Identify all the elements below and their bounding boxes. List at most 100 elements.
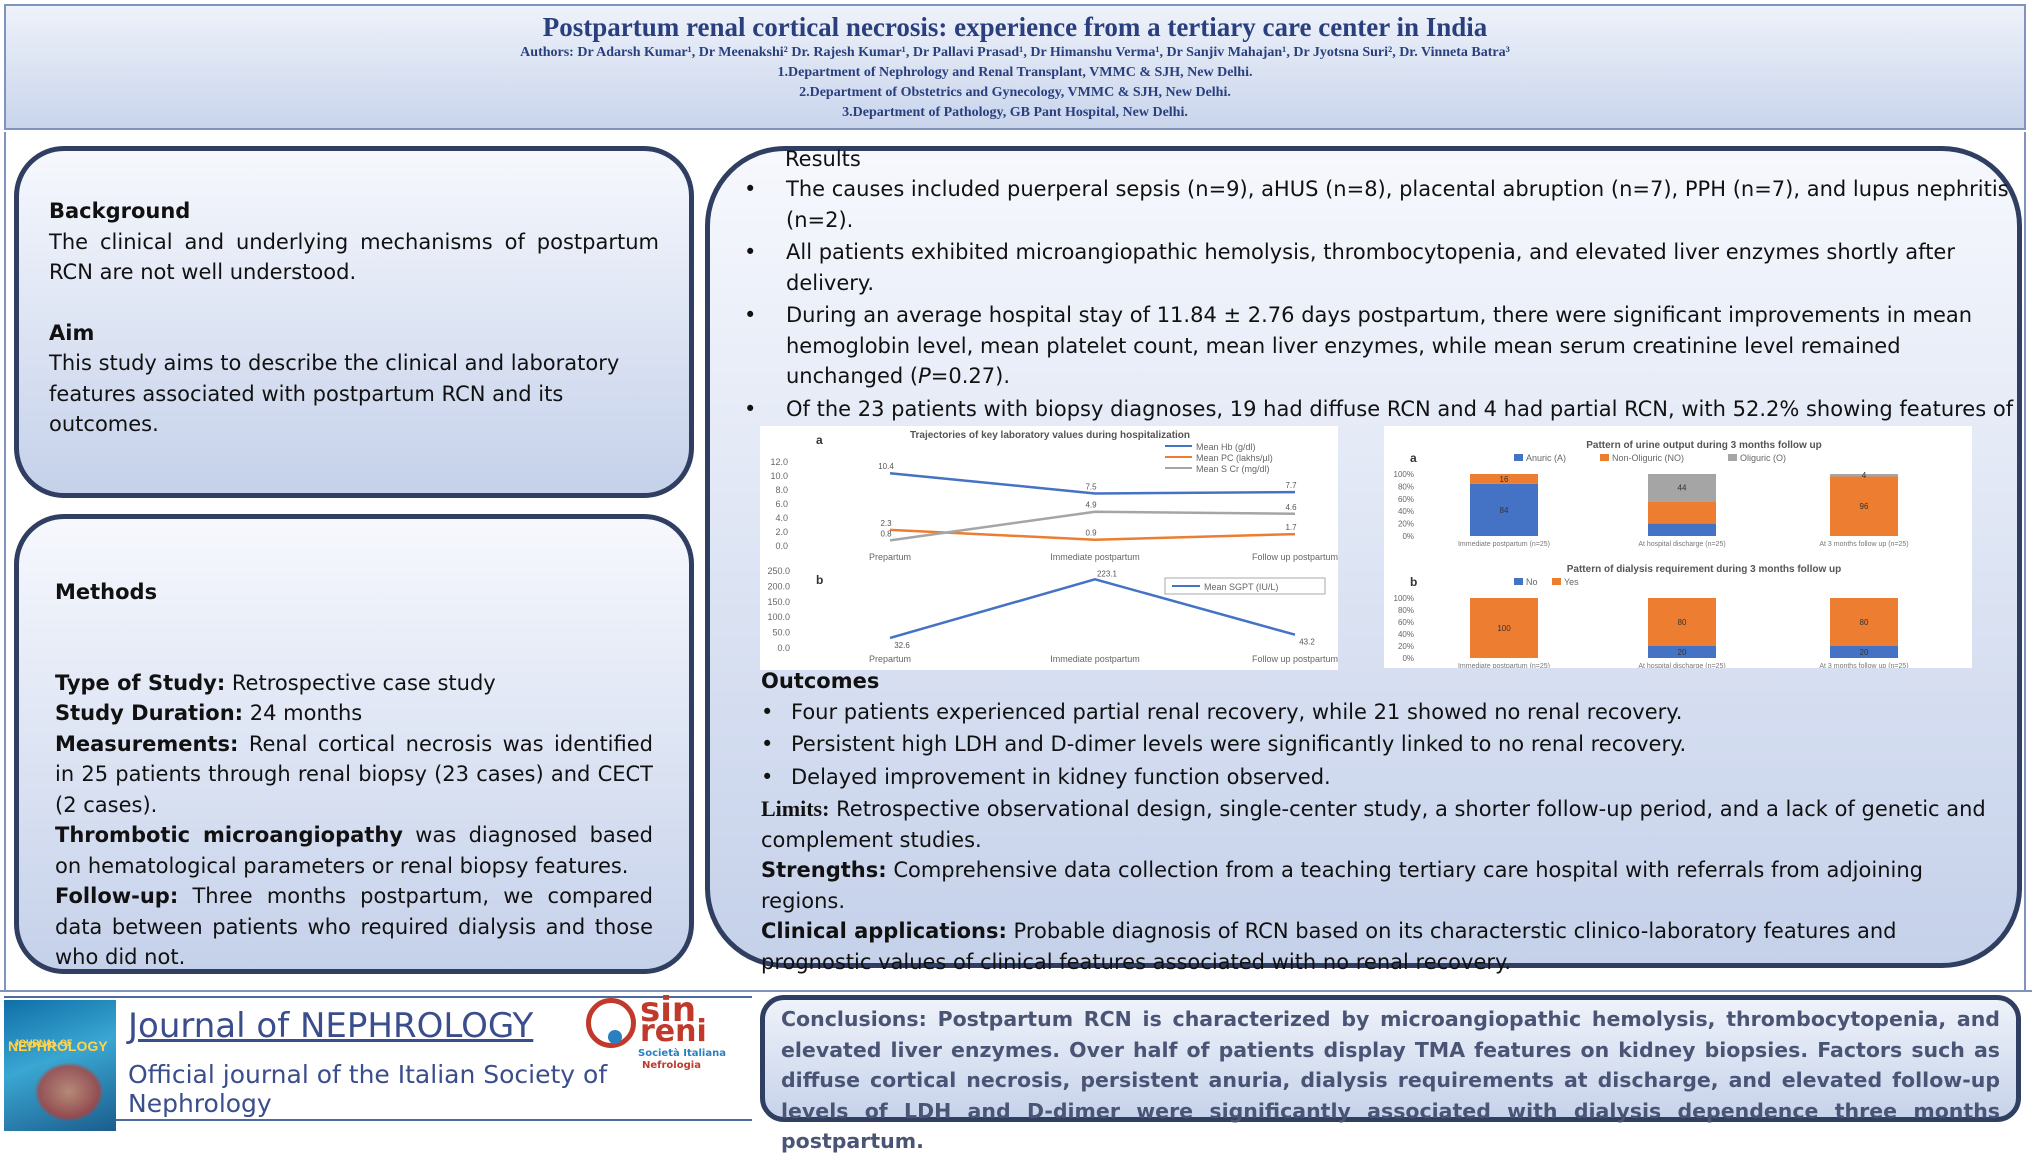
y-tick-label: 6.0	[775, 499, 788, 509]
series-line	[889, 577, 1296, 640]
method-type: Type of Study: Retrospective case study	[55, 670, 496, 695]
x-tick-label: Prepartum	[869, 552, 911, 562]
bar-segment	[1830, 598, 1898, 646]
series-line	[889, 471, 1296, 495]
y-tick-label: 0.0	[777, 643, 790, 653]
legend-label: Non-Oliguric (NO)	[1612, 453, 1684, 463]
data-label: 44	[1678, 484, 1687, 493]
bar-segment	[1470, 483, 1538, 536]
data-label: 223.1	[1097, 569, 1118, 578]
bar-segment	[1830, 646, 1898, 658]
outcome-bullet: Persistent high LDH and D-dimer levels w…	[761, 729, 2011, 760]
data-label: 4.6	[1285, 503, 1297, 512]
bar-segment	[1648, 598, 1716, 646]
method-duration: Study Duration: 24 months	[55, 701, 363, 725]
panel-label: a	[1410, 451, 1417, 465]
divider	[0, 990, 2032, 992]
limits-text: Limits: Retrospective observational desi…	[761, 796, 1986, 852]
x-tick-label: Immediate postpartum (n=25)	[1458, 541, 1550, 548]
journal-subtitle: Official journal of the Italian Society …	[128, 1060, 608, 1118]
y-tick-label: 12.0	[770, 457, 788, 467]
chart-title: Pattern of dialysis requirement during 3…	[1567, 564, 1841, 575]
method-tma: Thrombotic microangiopathy was diagnosed…	[55, 823, 653, 878]
journal-name[interactable]: Journal of NEPHROLOGY	[128, 1006, 534, 1046]
series-line	[889, 528, 1296, 541]
background-section: Background The clinical and underlying m…	[49, 196, 659, 440]
data-label: 80	[1860, 618, 1869, 627]
chart-title: Trajectories of key laboratory values du…	[910, 430, 1190, 441]
method-measurements: Measurements: Renal cortical necrosis wa…	[55, 731, 653, 817]
legend-label: Yes	[1564, 577, 1579, 587]
bar-segment	[1648, 474, 1716, 502]
y-tick-label: 100%	[1394, 470, 1414, 479]
affiliation-3: 3.Department of Pathology, GB Pant Hospi…	[842, 105, 1188, 120]
y-tick-label: 8.0	[775, 485, 788, 495]
affiliation-2: 2.Department of Obstetrics and Gynecolog…	[799, 85, 1231, 100]
y-tick-label: 80%	[1398, 606, 1414, 615]
conclusions-label: Conclusions:	[781, 1007, 927, 1031]
methods-heading: Methods	[55, 580, 158, 604]
poster-title: Postpartum renal cortical necrosis: expe…	[542, 12, 1488, 42]
aim-heading: Aim	[49, 320, 95, 345]
background-panel	[14, 146, 694, 498]
journal-cover-image: JOURNAL OF NEPHROLOGY	[4, 1000, 116, 1131]
data-label: 43.2	[1299, 638, 1315, 647]
x-tick-label: Follow up postpartum	[1252, 654, 1338, 664]
y-tick-label: 50.0	[772, 628, 790, 638]
data-label: 20	[1860, 648, 1869, 657]
y-tick-label: 2.0	[775, 527, 788, 537]
bar-segment	[1648, 523, 1716, 536]
data-label: 4.9	[1085, 501, 1097, 510]
y-tick-label: 10.0	[770, 471, 788, 481]
poster-header: Postpartum renal cortical necrosis: expe…	[4, 4, 2026, 130]
y-tick-label: 4.0	[775, 513, 788, 523]
panel-label: b	[816, 573, 823, 587]
x-tick-label: Immediate postpartum	[1050, 552, 1140, 562]
data-label: 0.8	[880, 529, 892, 538]
x-tick-label: At 3 months follow up (n=25)	[1819, 541, 1908, 548]
y-tick-label: 0.0	[775, 541, 788, 551]
x-tick-label: Immediate postpartum	[1050, 654, 1140, 664]
sin-logo: sin reni Società Italiana Nefrologia	[578, 990, 748, 1071]
y-tick-label: 80%	[1398, 482, 1414, 491]
bar-segment	[1470, 474, 1538, 484]
y-tick-label: 100.0	[767, 612, 790, 622]
data-label: 96	[1860, 502, 1869, 511]
legend-label: Mean SGPT (IU/L)	[1204, 582, 1278, 592]
panel-label: a	[816, 433, 823, 447]
x-tick-label: Immediate postpartum (n=25)	[1458, 663, 1550, 668]
clinical-applications-text: Clinical applications: Probable diagnosi…	[761, 919, 1897, 974]
aim-text: This study aims to describe the clinical…	[49, 351, 620, 436]
legend-swatch	[1728, 454, 1737, 461]
legend-label: Mean PC (lakhs/µl)	[1196, 453, 1273, 463]
affiliation-1: 1.Department of Nephrology and Renal Tra…	[777, 65, 1253, 80]
data-label: 10.4	[878, 462, 894, 471]
data-label: 4	[1862, 471, 1867, 480]
data-label: 84	[1500, 506, 1509, 515]
lab-trajectory-chart: Trajectories of key laboratory values du…	[760, 426, 1338, 670]
method-followup: Follow-up: Three months postpartum, we c…	[55, 884, 653, 969]
y-tick-label: 20%	[1398, 642, 1414, 651]
y-tick-label: 60%	[1398, 495, 1414, 504]
data-label: 80	[1678, 618, 1687, 627]
cover-title: NEPHROLOGY	[8, 1038, 108, 1054]
y-tick-label: 40%	[1398, 507, 1414, 516]
x-tick-label: At 3 months follow up (n=25)	[1819, 663, 1908, 668]
x-tick-label: Follow up postpartum	[1252, 552, 1338, 562]
series-line	[889, 510, 1296, 542]
bar-segment	[1648, 501, 1716, 524]
result-bullet: The causes included puerperal sepsis (n=…	[744, 174, 2014, 235]
result-bullet: During an average hospital stay of 11.84…	[744, 300, 2014, 392]
y-tick-label: 150.0	[767, 597, 790, 607]
bar-segment	[1470, 598, 1538, 658]
y-tick-label: 20%	[1398, 520, 1414, 529]
chart-title: Pattern of urine output during 3 months …	[1586, 440, 1822, 451]
y-tick-label: 250.0	[767, 566, 790, 576]
legend-swatch	[1600, 454, 1609, 461]
outcomes-section: Outcomes Four patients experienced parti…	[761, 666, 2011, 977]
legend-box	[1164, 577, 1326, 595]
y-tick-label: 0%	[1402, 532, 1414, 541]
data-label: 20	[1678, 648, 1687, 657]
results-bullets: The causes included puerperal sepsis (n=…	[744, 174, 2014, 457]
bar-segment	[1830, 476, 1898, 536]
